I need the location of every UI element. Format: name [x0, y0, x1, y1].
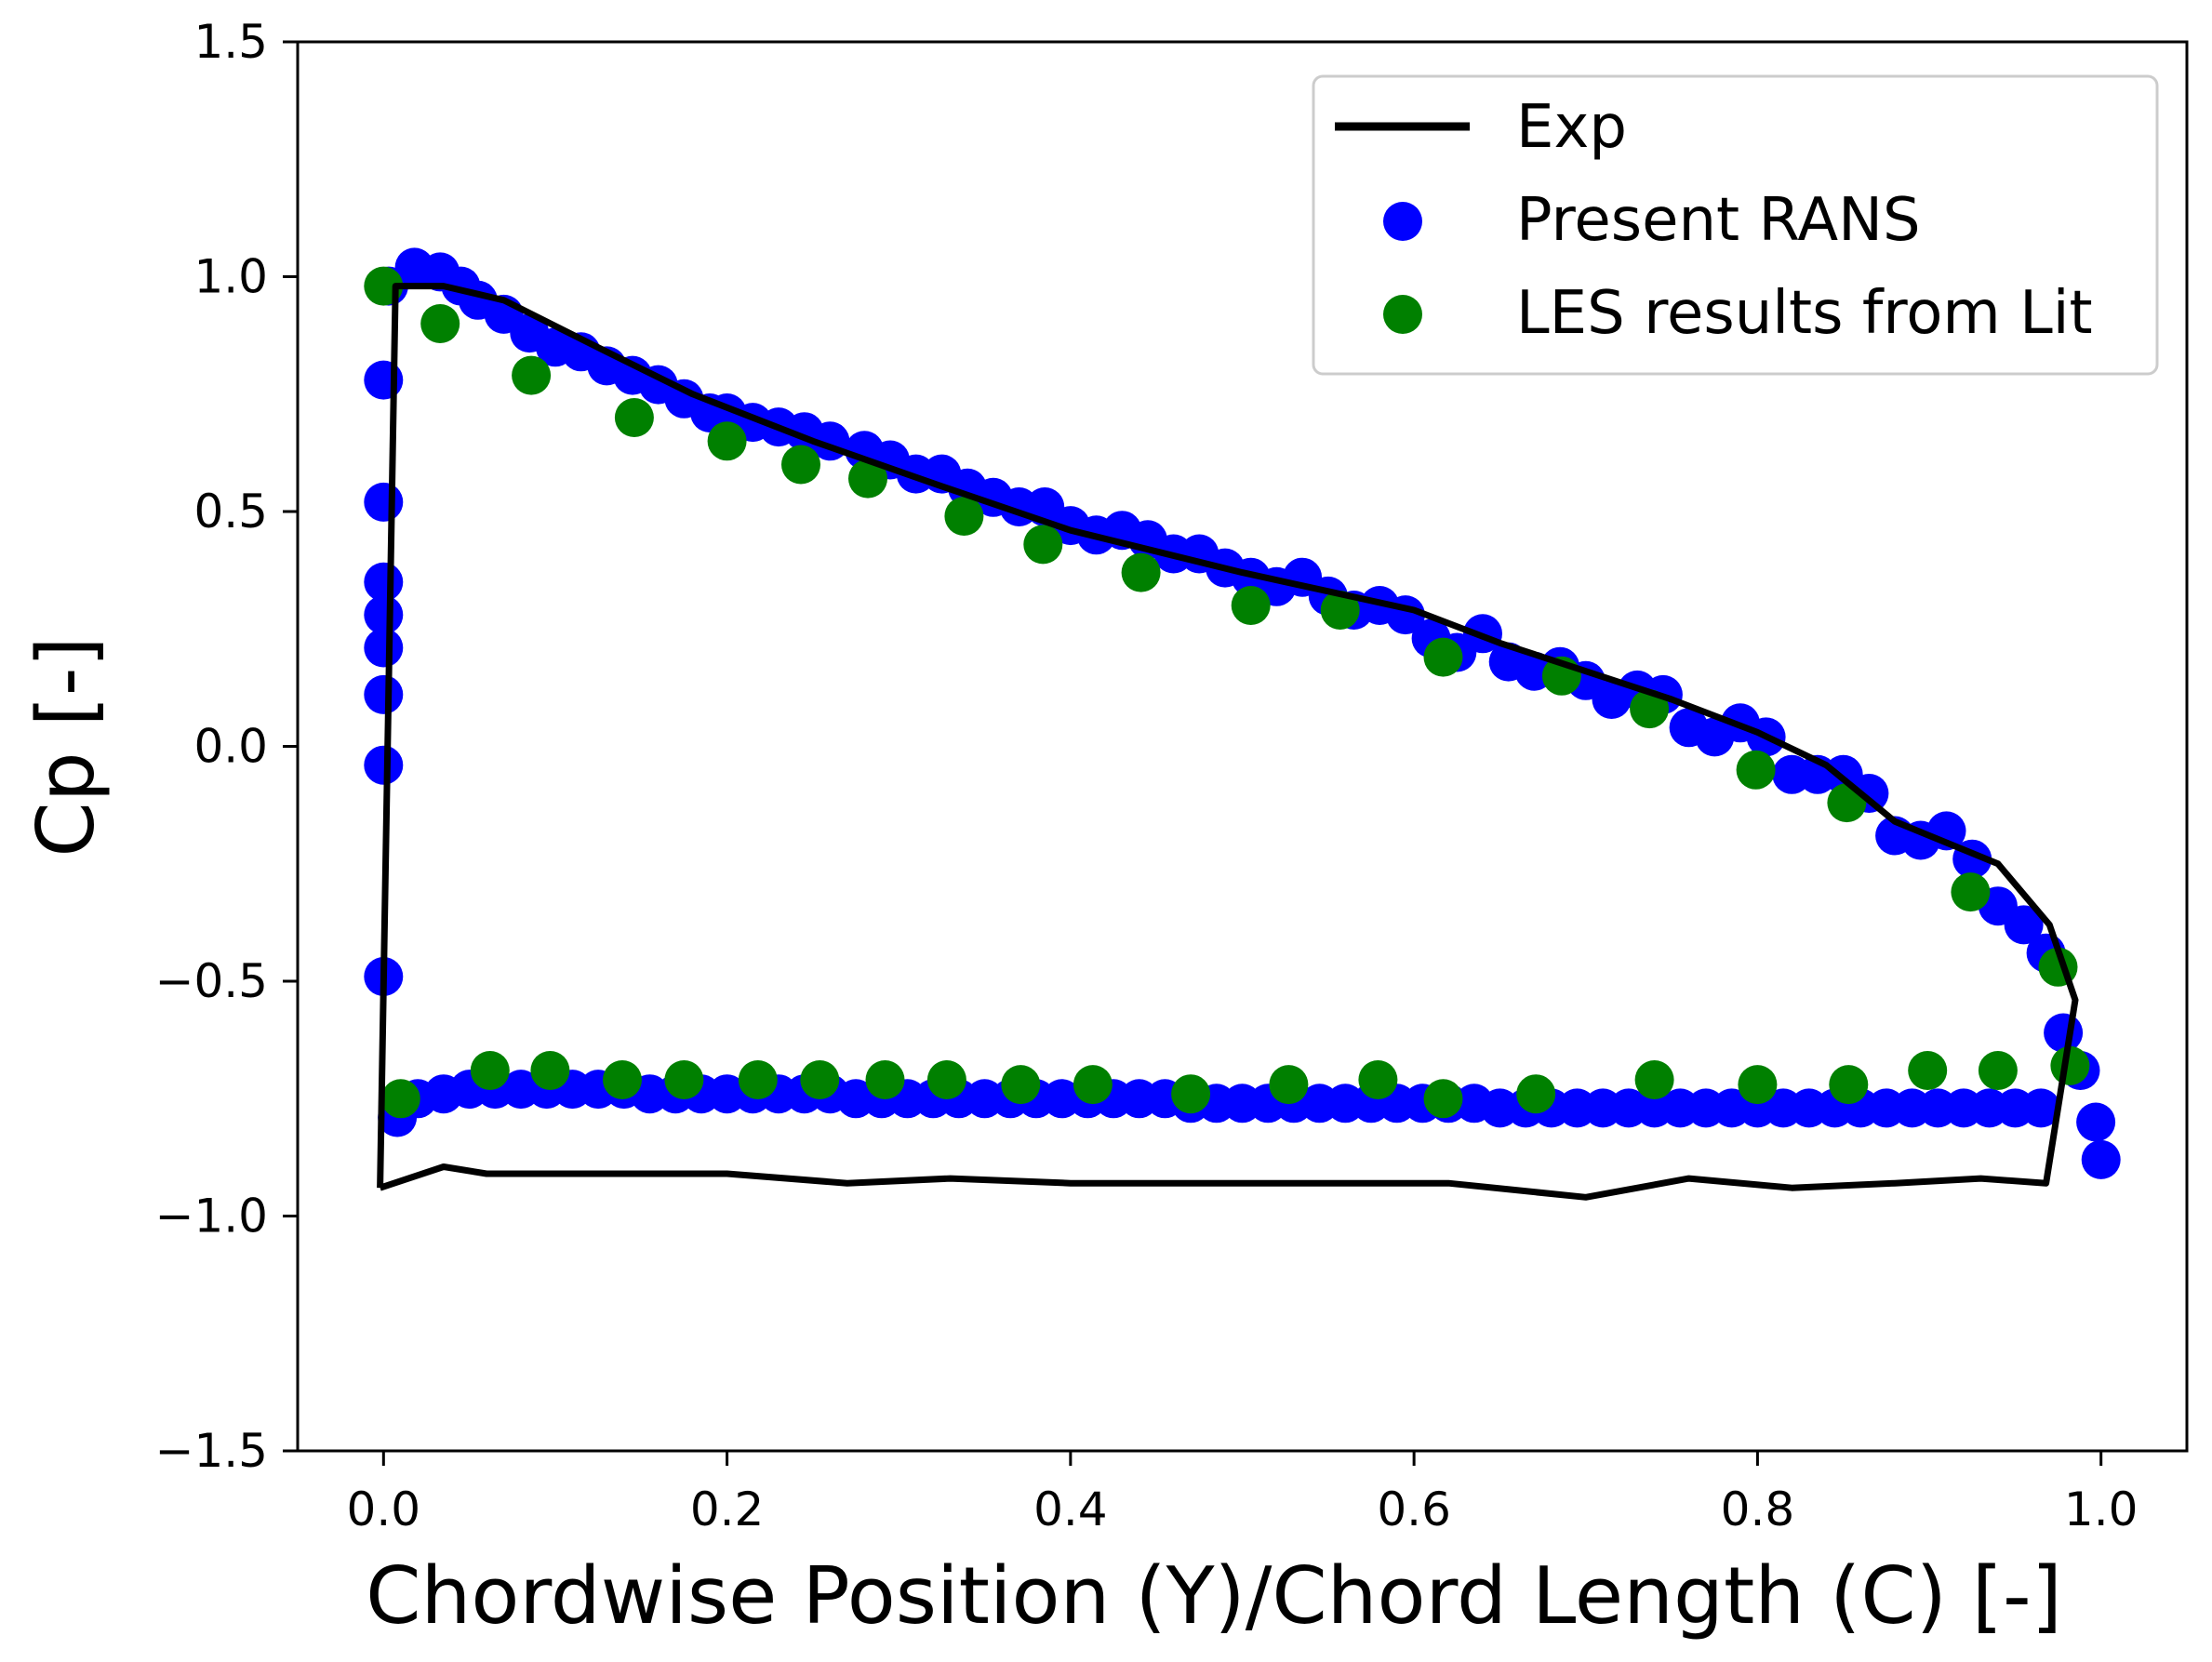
data-point — [1023, 525, 1063, 565]
data-point — [1829, 1065, 1869, 1105]
data-point — [781, 445, 820, 485]
x-axis-ticks: 0.0 0.2 0.4 0.6 0.8 1.0 — [347, 1451, 2139, 1536]
data-point — [2004, 905, 2044, 945]
data-point — [1073, 1065, 1113, 1105]
y-axis-ticks: −1.5 −1.0 −0.5 0.0 0.5 1.0 1.5 — [155, 15, 298, 1478]
legend-les-marker — [1383, 295, 1422, 334]
data-point — [2021, 1088, 2061, 1128]
series-layer — [364, 247, 2121, 1201]
data-point — [1516, 1074, 1556, 1114]
data-point — [800, 1060, 840, 1099]
data-point — [1634, 1060, 1674, 1099]
data-point — [738, 1060, 778, 1099]
legend: Exp Present RANS LES results from Lit — [1312, 74, 2159, 376]
series-line-exp — [377, 283, 2079, 1201]
data-point — [1121, 552, 1161, 592]
data-point — [1738, 1065, 1778, 1105]
data-point — [707, 421, 747, 461]
x-tick-label: 0.0 — [347, 1483, 421, 1536]
data-point — [1269, 1065, 1309, 1105]
y-tick-label: −1.0 — [155, 1190, 268, 1243]
data-point — [512, 355, 552, 395]
x-tick-label: 0.2 — [690, 1483, 765, 1536]
data-point — [470, 1051, 510, 1090]
data-point — [1171, 1074, 1211, 1114]
y-tick-label: 1.5 — [193, 15, 268, 69]
y-tick-label: 0.5 — [193, 485, 268, 538]
y-tick-label: −0.5 — [155, 954, 268, 1008]
data-point — [1423, 637, 1463, 677]
data-point — [1978, 1051, 2018, 1090]
data-point — [364, 562, 404, 602]
x-tick-label: 0.6 — [1377, 1483, 1451, 1536]
data-point — [1630, 689, 1670, 729]
data-point — [1423, 1079, 1463, 1119]
data-point — [2044, 1013, 2084, 1053]
x-tick-label: 0.4 — [1033, 1483, 1108, 1536]
data-point — [2081, 1139, 2121, 1179]
legend-exp-label: Exp — [1516, 93, 1627, 162]
data-point — [530, 1051, 570, 1090]
data-point — [1908, 1051, 1948, 1090]
data-point — [420, 304, 460, 343]
x-tick-label: 1.0 — [2064, 1483, 2139, 1536]
y-tick-label: −1.5 — [155, 1424, 268, 1478]
data-point — [364, 628, 404, 668]
data-point — [2076, 1102, 2116, 1142]
y-tick-label: 0.0 — [193, 720, 268, 774]
data-point — [1231, 586, 1271, 625]
data-point — [364, 482, 404, 522]
data-point — [944, 497, 984, 536]
data-point — [1736, 750, 1776, 790]
data-point — [1358, 1060, 1398, 1099]
y-tick-label: 1.0 — [193, 250, 268, 304]
data-point — [614, 398, 654, 437]
y-axis-label: Cp [-] — [20, 636, 113, 857]
legend-les-label: LES results from Lit — [1516, 279, 2093, 348]
legend-box — [1312, 74, 2159, 376]
data-point — [1951, 872, 1991, 912]
data-point — [865, 1060, 905, 1099]
legend-rans-label: Present RANS — [1516, 186, 1921, 255]
data-point — [364, 674, 404, 714]
data-point — [664, 1060, 704, 1099]
x-axis-label: Chordwise Position (Y)/Chord Length (C) … — [366, 1550, 2062, 1642]
data-point — [848, 459, 887, 499]
data-point — [1320, 591, 1360, 630]
data-point — [1001, 1065, 1041, 1105]
data-point — [364, 745, 404, 785]
data-point — [380, 1079, 420, 1119]
data-point — [603, 1060, 642, 1099]
data-point — [926, 1060, 966, 1099]
x-tick-label: 0.8 — [1721, 1483, 1795, 1536]
legend-rans-marker — [1383, 202, 1422, 241]
